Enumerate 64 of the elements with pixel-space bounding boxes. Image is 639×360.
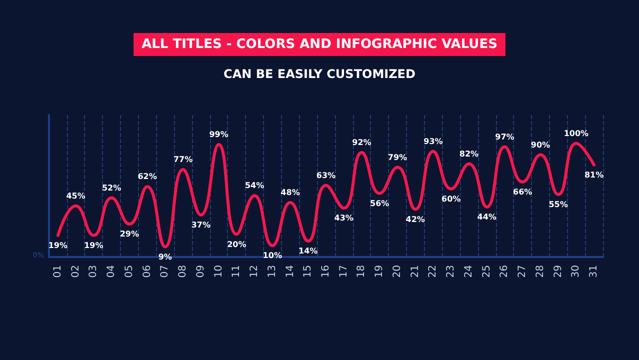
data-label: 43% bbox=[334, 214, 354, 223]
data-label: 81% bbox=[584, 170, 604, 180]
x-tick-label: 22 bbox=[428, 265, 439, 278]
x-tick-label: 31 bbox=[588, 265, 600, 278]
data-label: 93% bbox=[424, 136, 443, 146]
data-label: 100% bbox=[564, 128, 589, 138]
data-label: 42% bbox=[406, 214, 425, 224]
x-tick-label: 26 bbox=[499, 265, 510, 278]
x-tick-label: 02 bbox=[70, 265, 82, 278]
data-label: 14% bbox=[298, 246, 318, 256]
data-label: 54% bbox=[244, 181, 264, 190]
x-tick-label: 24 bbox=[463, 265, 474, 278]
data-label: 60% bbox=[442, 194, 461, 204]
x-tick-label: 07 bbox=[160, 265, 171, 278]
data-label: 55% bbox=[548, 200, 568, 210]
data-label: 56% bbox=[370, 198, 390, 208]
x-tick-label: 04 bbox=[106, 265, 118, 278]
data-label: 99% bbox=[209, 130, 228, 140]
data-label: 82% bbox=[459, 149, 479, 158]
x-tick-label: 20 bbox=[392, 265, 403, 278]
data-label: 10% bbox=[262, 251, 282, 260]
x-tick-label: 11 bbox=[231, 265, 242, 278]
x-tick-label: 29 bbox=[552, 265, 564, 278]
x-tick-label: 16 bbox=[320, 265, 332, 278]
x-tick-label: 05 bbox=[124, 265, 135, 278]
chart-subtitle: CAN BE EASILY CUSTOMIZED bbox=[224, 67, 416, 81]
x-tick-label: 18 bbox=[356, 265, 368, 278]
data-label: 92% bbox=[352, 138, 372, 147]
data-label: 48% bbox=[280, 188, 300, 197]
data-label: 79% bbox=[388, 152, 408, 162]
x-tick-label: 15 bbox=[302, 265, 314, 278]
data-label: 20% bbox=[227, 240, 246, 249]
data-label: 90% bbox=[530, 140, 550, 150]
x-tick-label: 03 bbox=[88, 265, 100, 278]
x-tick-label: 21 bbox=[410, 265, 421, 278]
x-tick-label: 27 bbox=[517, 265, 528, 278]
x-tick-label: 28 bbox=[534, 265, 546, 278]
data-label: 62% bbox=[138, 172, 157, 182]
data-label: 66% bbox=[513, 188, 532, 197]
x-tick-label: 09 bbox=[195, 265, 206, 278]
x-tick-label: 25 bbox=[481, 265, 492, 278]
x-tick-label: 13 bbox=[266, 265, 278, 278]
data-label: 37% bbox=[191, 220, 210, 230]
chart-title: ALL TITLES - COLORS AND INFOGRAPHIC VALUES bbox=[142, 37, 498, 52]
data-label: 19% bbox=[84, 240, 104, 250]
data-label: 52% bbox=[102, 183, 122, 192]
x-tick-label: 10 bbox=[213, 265, 224, 278]
x-tick-label: 12 bbox=[249, 265, 260, 278]
x-tick-label: 14 bbox=[284, 265, 296, 278]
x-tick-label: 08 bbox=[178, 265, 189, 278]
x-tick-label: 01 bbox=[52, 265, 64, 278]
x-tick-label: 23 bbox=[446, 265, 457, 278]
data-label: 19% bbox=[48, 240, 68, 250]
data-label: 44% bbox=[477, 212, 496, 222]
data-label: 45% bbox=[66, 191, 86, 200]
x-tick-label: 06 bbox=[142, 265, 153, 278]
data-label: 9% bbox=[158, 252, 172, 262]
x-tick-label: 17 bbox=[338, 265, 350, 278]
x-tick-label: 19 bbox=[374, 265, 386, 278]
data-label: 63% bbox=[316, 170, 336, 180]
data-label: 97% bbox=[495, 132, 514, 142]
data-label: 29% bbox=[120, 230, 139, 239]
data-label: 77% bbox=[173, 155, 193, 164]
x-tick-label: 30 bbox=[570, 265, 582, 278]
